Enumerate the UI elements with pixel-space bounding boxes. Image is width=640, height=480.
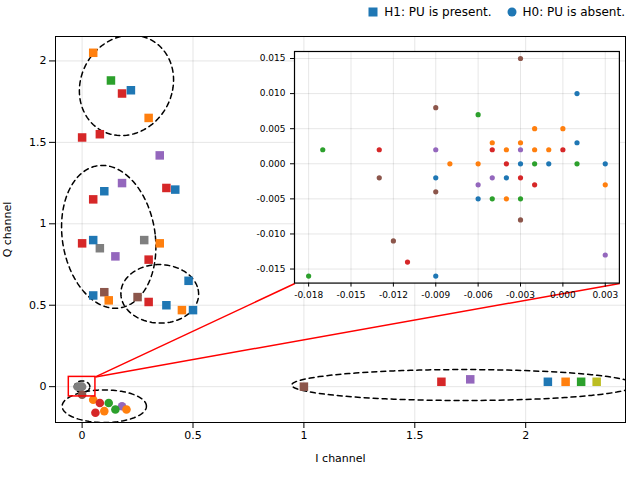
svg-text:-0.005: -0.005: [257, 194, 286, 204]
svg-text:-0.012: -0.012: [379, 291, 408, 301]
svg-text:-0.003: -0.003: [506, 291, 535, 301]
svg-text:0.000: 0.000: [550, 291, 576, 301]
svg-text:0.010: 0.010: [260, 89, 286, 99]
svg-text:-0.018: -0.018: [295, 291, 324, 301]
svg-text:-0.010: -0.010: [257, 229, 286, 239]
svg-text:-0.009: -0.009: [422, 291, 451, 301]
svg-text:0.5: 0.5: [184, 429, 202, 442]
svg-text:1: 1: [40, 217, 47, 230]
svg-text:0: 0: [79, 429, 86, 442]
svg-text:1.5: 1.5: [406, 429, 424, 442]
svg-text:0.015: 0.015: [260, 54, 286, 64]
svg-text:-0.006: -0.006: [464, 291, 493, 301]
svg-text:2: 2: [522, 429, 529, 442]
svg-text:1: 1: [300, 429, 307, 442]
svg-text:I channel: I channel: [315, 452, 365, 465]
svg-text:0.005: 0.005: [260, 124, 286, 134]
svg-text:-0.015: -0.015: [337, 291, 366, 301]
svg-text:1.5: 1.5: [29, 136, 47, 149]
svg-text:0.003: 0.003: [593, 291, 619, 301]
svg-text:0.000: 0.000: [260, 159, 286, 169]
svg-text:2: 2: [40, 54, 47, 67]
svg-text:-0.015: -0.015: [257, 264, 286, 274]
svg-text:0: 0: [40, 380, 47, 393]
html-text:H0: PU is absent.: H0: PU is absent.: [522, 5, 625, 19]
html-text:H1: PU is present.: H1: PU is present.: [384, 5, 492, 19]
svg-text:Q channel: Q channel: [1, 202, 14, 258]
svg-text:0.5: 0.5: [29, 299, 47, 312]
